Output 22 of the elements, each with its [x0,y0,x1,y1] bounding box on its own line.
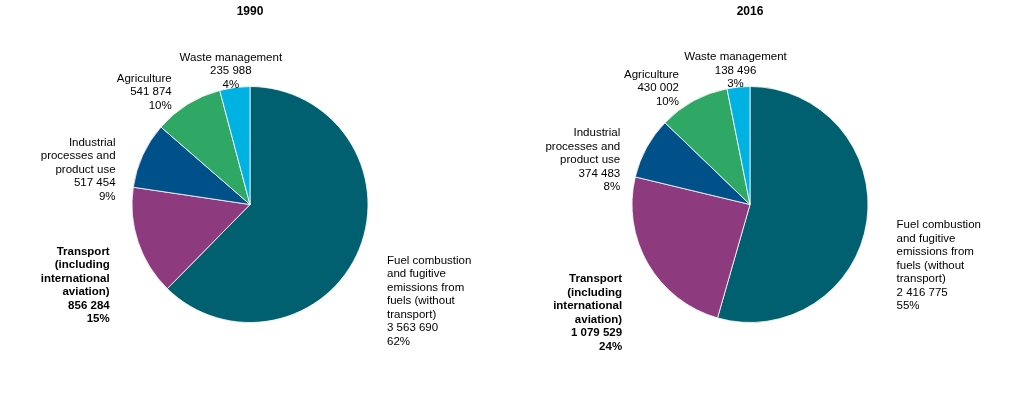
data-label: 3 563 690 62% [386,321,439,347]
data-label: 235 988 4% [210,64,252,90]
slice-label: Waste management [684,50,788,63]
data-label: 517 454 9% [73,176,117,202]
slice-label: Fuel combustion and fugitive emissions from fuels (without transport) [386,253,472,320]
slice-label: Industrial processes and product use [545,126,621,166]
chart-title: 2016 [736,4,764,18]
slice-label: Fuel combustion and fugitive emissions from fuels (without transport) [896,218,981,285]
slice-label: Transport (including international aviation) [553,272,623,325]
data-label: 1 079 529 24% [570,326,623,352]
data-label: 374 483 8% [578,166,621,193]
data-label: 2 416 775 55% [896,285,948,312]
slice-label: Waste management [179,50,283,63]
data-label: 856 284 15% [68,298,111,325]
slice-label: Transport (including international aviation) [40,244,110,298]
slice-label: Industrial processes and product use [40,135,116,175]
slice-label: Agriculture [624,67,679,80]
data-label: 138 496 3% [714,63,757,90]
slice-label: Agriculture [116,71,172,84]
data-label: 541 874 10% [130,85,173,111]
data-label: 430 002 10% [637,81,679,107]
chart-title: 1990 [236,4,264,18]
